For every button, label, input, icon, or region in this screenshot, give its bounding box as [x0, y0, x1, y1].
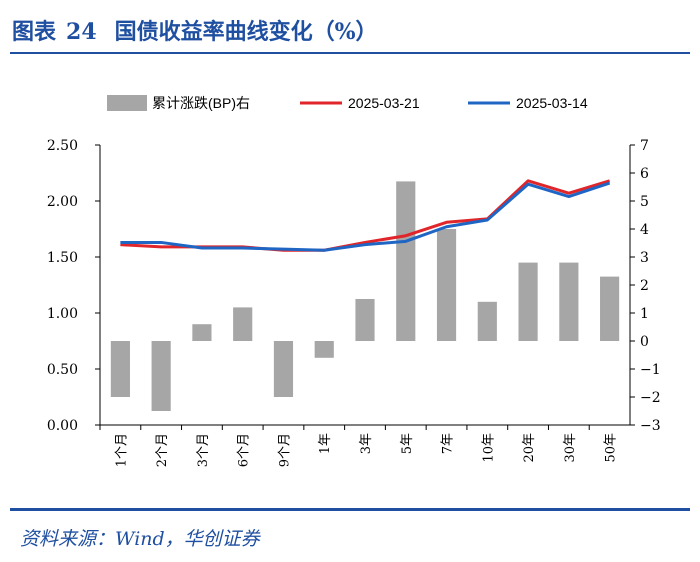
x-tick-label: 1年 — [318, 433, 333, 454]
right-tick-label: 4 — [640, 222, 649, 238]
bar-10年 — [477, 301, 497, 341]
bar-30年 — [559, 262, 579, 341]
right-tick-label: 6 — [640, 166, 649, 182]
bar-9个月 — [273, 341, 294, 397]
right-tick-label: 7 — [640, 138, 649, 154]
bar-20年 — [518, 262, 538, 341]
figure-header: 图表 24 国债收益率曲线变化（%） — [10, 10, 690, 46]
legend-label-line: 2025-03-14 — [516, 95, 588, 111]
legend-label-line: 2025-03-21 — [348, 95, 420, 111]
right-tick-label: 2 — [640, 278, 649, 294]
right-tick-label: 0 — [640, 334, 649, 350]
x-tick-label: 30年 — [563, 433, 578, 463]
x-tick-label: 6个月 — [237, 433, 252, 467]
left-tick-label: 1.50 — [47, 250, 78, 266]
series-line-2025-03-21 — [120, 179, 611, 252]
legend-label-bar: 累计涨跌(BP)右 — [152, 95, 250, 111]
x-tick-label: 2个月 — [155, 433, 170, 467]
x-tick-label: 50年 — [604, 433, 619, 463]
x-tick-label: 10年 — [481, 433, 496, 463]
bar-1年 — [314, 341, 334, 358]
chart-title: 图表 24 国债收益率曲线变化（%） — [12, 14, 378, 46]
footer-divider — [10, 508, 690, 511]
x-tick-label: 3年 — [359, 433, 374, 454]
left-tick-label: 2.00 — [47, 194, 78, 210]
bar-1个月 — [110, 341, 130, 397]
x-tick-label: 20年 — [522, 433, 537, 463]
x-tick-label: 9个月 — [277, 433, 292, 467]
right-tick-label: 3 — [640, 250, 649, 266]
header-divider — [10, 52, 690, 54]
source-note: 资料来源：Wind，华创证券 — [20, 528, 260, 550]
bar-2个月 — [151, 341, 171, 411]
right-tick-label: −3 — [640, 418, 661, 434]
x-tick-label: 3个月 — [196, 433, 211, 467]
x-tick-label: 1个月 — [114, 433, 129, 467]
left-tick-label: 0.50 — [47, 362, 78, 378]
left-tick-label: 0.00 — [47, 418, 78, 434]
x-tick-label: 7年 — [441, 433, 456, 454]
figure-label: 图表 — [12, 19, 57, 45]
bar-7年 — [436, 229, 457, 341]
bar-50年 — [600, 276, 620, 341]
yield-curve-chart: 0.00 0.50 1.00 1.50 2.00 2.50 −3 −2 −1 0 1 2 3 4 5 6 7 1个… — [47, 95, 661, 467]
right-tick-label: 5 — [640, 194, 649, 210]
right-tick-label: −2 — [640, 390, 661, 406]
legend-swatch-bar — [107, 95, 147, 111]
x-tick-label: 5年 — [400, 433, 415, 454]
bar-5年 — [396, 181, 416, 341]
left-tick-label: 1.00 — [47, 306, 78, 322]
figure-number: 24 — [66, 19, 97, 45]
bar-6个月 — [233, 307, 253, 341]
left-tick-label: 2.50 — [47, 138, 78, 154]
right-tick-label: −1 — [640, 362, 661, 378]
series-line-2025-03-14 — [120, 181, 611, 252]
bar-3个月 — [192, 324, 212, 341]
figure-title-text: 国债收益率曲线变化（%） — [114, 19, 378, 45]
right-tick-label: 1 — [640, 306, 649, 322]
bar-3年 — [355, 299, 375, 341]
